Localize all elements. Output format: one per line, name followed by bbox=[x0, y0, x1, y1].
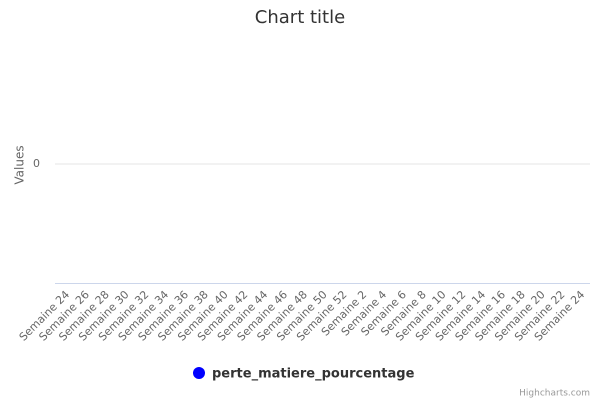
y-axis-title: Values bbox=[13, 145, 27, 184]
chart-title: Chart title bbox=[255, 7, 345, 28]
y-tick-label: 0 bbox=[33, 157, 40, 170]
legend-symbol bbox=[193, 367, 205, 379]
credits: Highcharts.com bbox=[519, 389, 590, 399]
legend-label: perte_matiere_pourcentage bbox=[212, 367, 415, 382]
